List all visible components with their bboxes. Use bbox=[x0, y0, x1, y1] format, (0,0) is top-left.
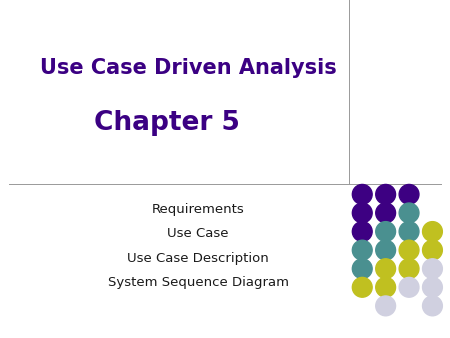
Text: Use Case Description: Use Case Description bbox=[127, 252, 269, 265]
Ellipse shape bbox=[399, 277, 419, 297]
Ellipse shape bbox=[376, 240, 396, 260]
Text: Requirements: Requirements bbox=[152, 203, 244, 216]
Text: System Sequence Diagram: System Sequence Diagram bbox=[108, 276, 288, 289]
Ellipse shape bbox=[376, 185, 396, 204]
Ellipse shape bbox=[399, 203, 419, 223]
Ellipse shape bbox=[423, 277, 442, 297]
Ellipse shape bbox=[423, 296, 442, 316]
Text: Chapter 5: Chapter 5 bbox=[94, 111, 240, 136]
Ellipse shape bbox=[399, 259, 419, 279]
Ellipse shape bbox=[423, 222, 442, 241]
Ellipse shape bbox=[399, 240, 419, 260]
Ellipse shape bbox=[376, 277, 396, 297]
Ellipse shape bbox=[352, 222, 372, 241]
Ellipse shape bbox=[352, 185, 372, 204]
Ellipse shape bbox=[399, 222, 419, 241]
Ellipse shape bbox=[352, 203, 372, 223]
Ellipse shape bbox=[376, 203, 396, 223]
Ellipse shape bbox=[352, 240, 372, 260]
Ellipse shape bbox=[376, 222, 396, 241]
Ellipse shape bbox=[423, 240, 442, 260]
Ellipse shape bbox=[376, 259, 396, 279]
Ellipse shape bbox=[352, 277, 372, 297]
Ellipse shape bbox=[352, 259, 372, 279]
Ellipse shape bbox=[376, 296, 396, 316]
Ellipse shape bbox=[423, 259, 442, 279]
Text: Use Case Driven Analysis: Use Case Driven Analysis bbox=[40, 57, 337, 78]
Ellipse shape bbox=[399, 185, 419, 204]
Text: Use Case: Use Case bbox=[167, 227, 229, 240]
